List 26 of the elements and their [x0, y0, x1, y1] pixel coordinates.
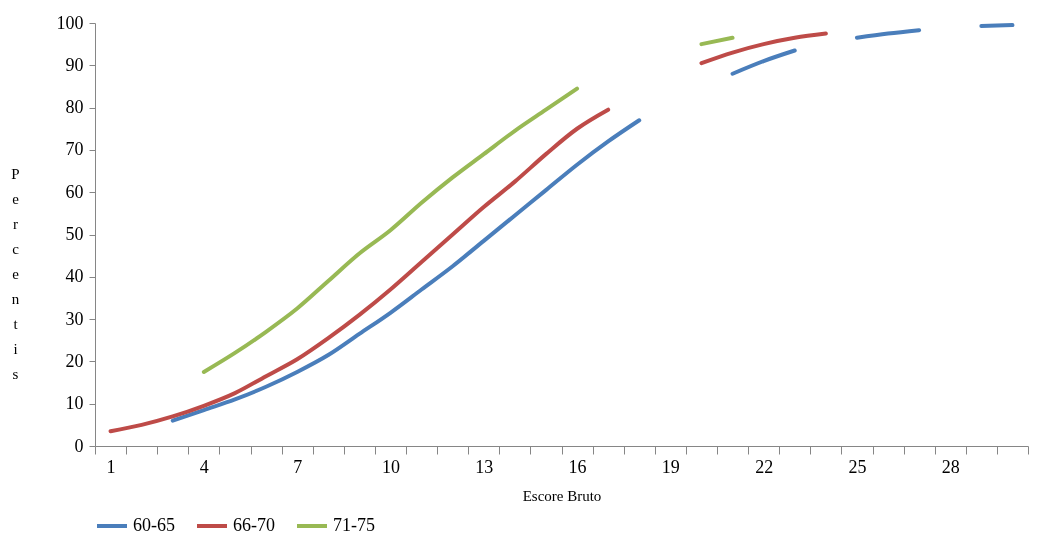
x-tick-label: 28: [941, 456, 960, 477]
y-tick-label: 20: [65, 350, 84, 371]
x-tick-label: 4: [199, 456, 209, 477]
x-tick-label: 16: [568, 456, 587, 477]
x-tick-label: 7: [293, 456, 303, 477]
x-tick-label: 22: [755, 456, 774, 477]
x-tick-label: 10: [381, 456, 400, 477]
y-tick-label: 100: [56, 12, 84, 33]
y-tick-label: 90: [65, 54, 84, 75]
y-tick-label: 30: [65, 308, 84, 329]
y-tick-label: 40: [65, 266, 84, 287]
x-tick-label: 13: [475, 456, 494, 477]
x-axis-title: Escore Bruto: [522, 487, 602, 504]
y-tick-label: 80: [65, 97, 84, 118]
legend-label: 66-70: [233, 515, 275, 535]
legend-label: 71-75: [333, 515, 375, 535]
legend-label: 60-65: [133, 515, 175, 535]
x-tick-label: 19: [661, 456, 680, 477]
x-tick-label: 25: [848, 456, 867, 477]
x-tick-label: 1: [106, 456, 116, 477]
y-tick-label: 70: [65, 139, 84, 160]
y-tick-label: 50: [65, 224, 84, 244]
y-tick-label: 0: [74, 435, 84, 456]
y-tick-label: 60: [65, 181, 84, 202]
y-tick-label: 10: [65, 393, 84, 414]
text: Percentis: [11, 165, 20, 382]
